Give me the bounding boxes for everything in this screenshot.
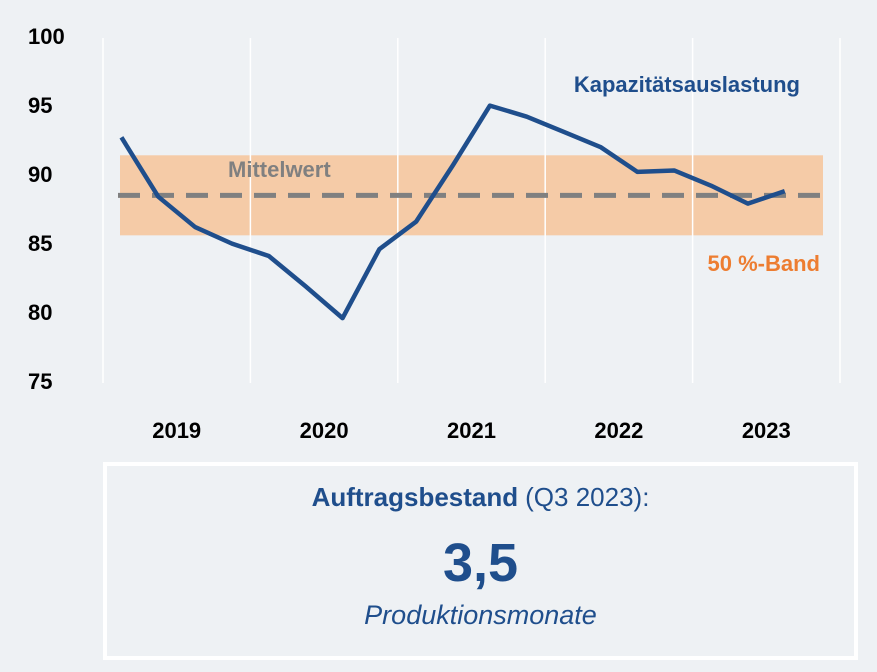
chart: 75 80 85 90 95 100 2019 2020 2021 2022 2023 Mittelw… (28, 24, 841, 443)
y-tick-label: 80 (28, 300, 52, 325)
backlog-box: Auftragsbestand (Q3 2023): 3,5 Produktion… (103, 462, 858, 660)
backlog-heading: Auftragsbestand (Q3 2023): (107, 482, 854, 513)
backlog-value: 3,5 (442, 533, 519, 593)
x-tick-label: 2022 (594, 418, 643, 443)
y-tick-label: 95 (28, 93, 52, 118)
backlog-period: (Q3 2023): (525, 482, 650, 512)
x-tick-label: 2019 (152, 418, 201, 443)
mean-label: Mittelwert (228, 157, 331, 182)
backlog-label: Auftragsbestand (311, 482, 519, 512)
x-tick-label: 2020 (300, 418, 349, 443)
band-label: 50 %-Band (708, 251, 820, 276)
y-tick-label: 100 (28, 24, 65, 49)
x-tick-label: 2021 (447, 418, 496, 443)
y-tick-label: 90 (28, 162, 52, 187)
x-tick-label: 2023 (742, 418, 791, 443)
series-label: Kapazitätsauslastung (574, 72, 800, 97)
backlog-unit: Produktionsmonate (364, 600, 597, 630)
y-tick-label: 85 (28, 231, 52, 256)
series-line (119, 103, 786, 321)
y-tick-label: 75 (28, 369, 52, 394)
